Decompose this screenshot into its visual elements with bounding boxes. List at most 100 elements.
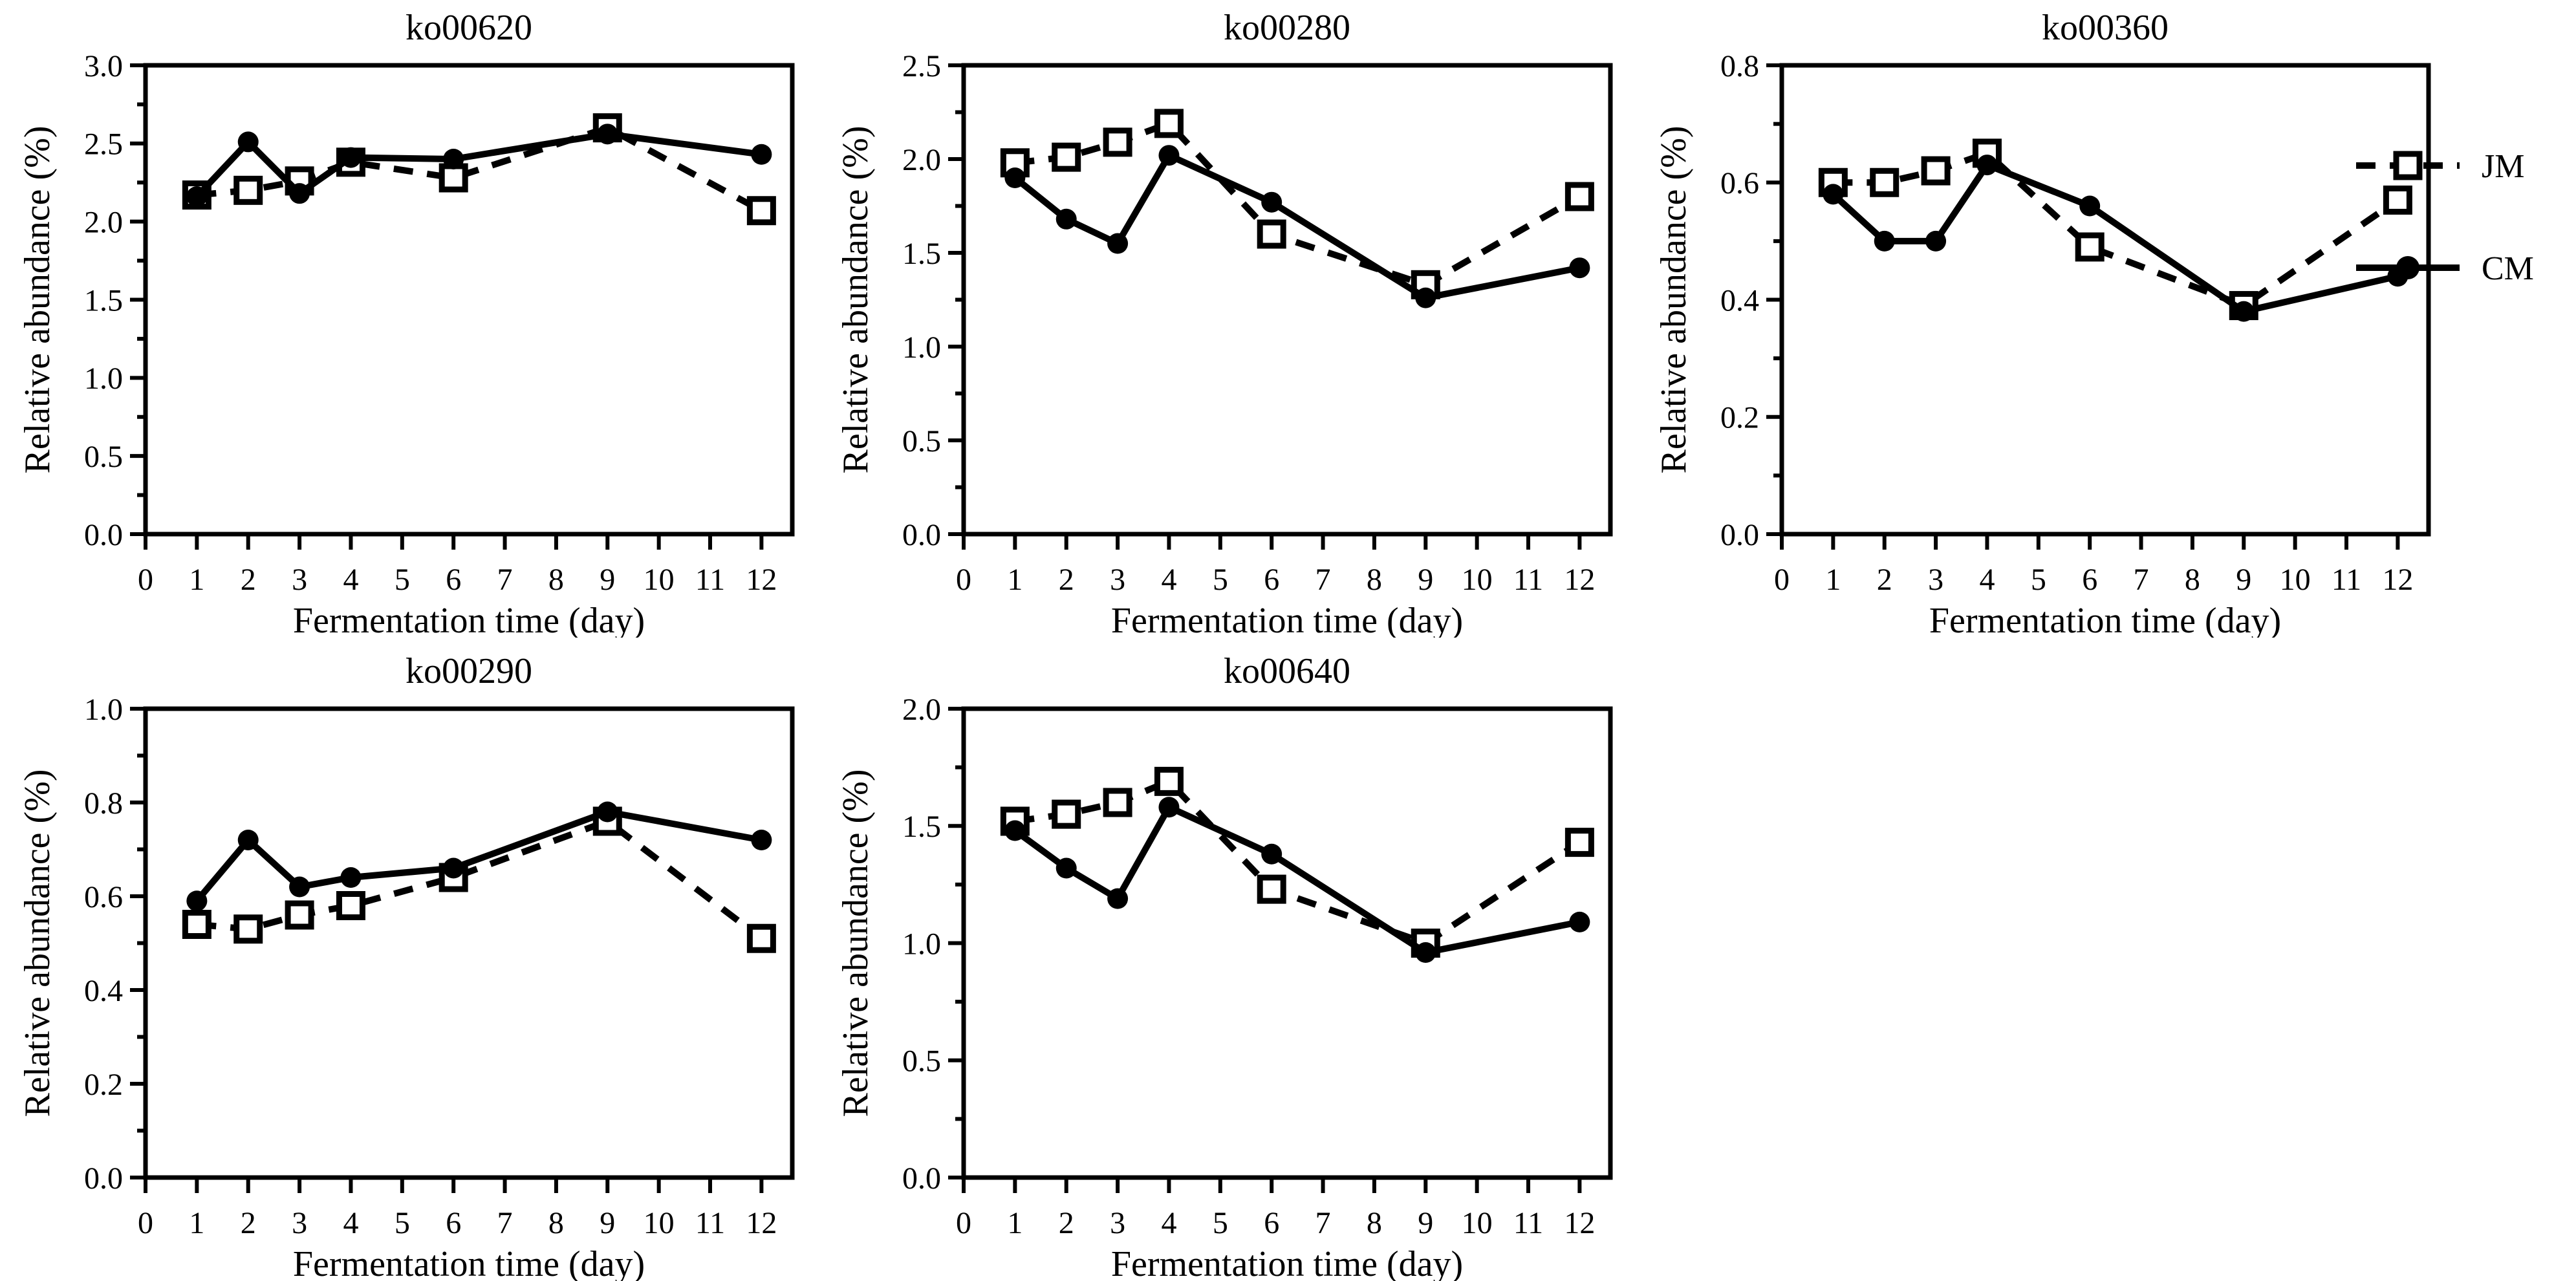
x-tick-label: 10 (644, 1206, 675, 1240)
y-axis-tick-labels: 0.0 0.5 1.0 1.5 2.0 2.5 (902, 49, 941, 552)
x-tick-label: 8 (2185, 563, 2200, 597)
y-axis-ticks (948, 63, 964, 536)
x-tick-label: 2 (1877, 563, 1892, 597)
x-tick-label: 11 (1513, 563, 1543, 597)
x-tick-label: 7 (1315, 1206, 1331, 1240)
y-tick-label: 0.4 (84, 974, 123, 1008)
x-tick-label: 1 (1825, 563, 1841, 597)
panel-title: ko00360 (2042, 8, 2169, 48)
x-tick-label: 11 (695, 563, 725, 597)
y-tick-label: 0.0 (84, 1161, 123, 1196)
series-CM-markers (1004, 145, 1590, 308)
marker-open-square (233, 175, 263, 205)
x-axis-tick-labels: 0 1 2 3 4 5 6 7 8 9 10 11 12 (1774, 563, 2413, 597)
marker-filled-circle (1823, 184, 1844, 205)
x-tick-label: 0 (138, 563, 153, 597)
x-axis-ticks (144, 1178, 764, 1193)
x-tick-label: 1 (189, 1206, 204, 1240)
x-axis-label: Fermentation time (day) (293, 601, 645, 638)
x-tick-label: 10 (2280, 563, 2311, 597)
marker-filled-circle (1874, 230, 1895, 252)
marker-filled-circle (2079, 195, 2101, 217)
plot-box (1779, 63, 2431, 537)
marker-filled-circle (289, 876, 310, 898)
marker-open-square (1921, 156, 1951, 186)
marker-filled-circle (1158, 797, 1180, 818)
x-tick-label: 6 (446, 563, 461, 597)
chart-panel-1: ko00620 0.0 0.5 1.0 1.5 2.0 2.5 3.0 0 1 2 3 4 5 6 7 8 9 10… (17, 4, 828, 641)
y-axis-label: Relative abundance (%) (19, 770, 58, 1117)
x-tick-label: 10 (1462, 563, 1493, 597)
x-tick-label: 0 (956, 1206, 971, 1240)
marker-filled-circle (1055, 208, 1077, 230)
y-tick-label: 1.0 (84, 361, 123, 396)
panel-title: ko00280 (1224, 8, 1350, 48)
marker-filled-circle (1004, 820, 1026, 841)
x-tick-label: 4 (1161, 1206, 1176, 1240)
series-JM-markers (1000, 766, 1594, 958)
y-tick-label: 0.8 (1720, 49, 1759, 83)
x-tick-label: 12 (1564, 1206, 1595, 1240)
marker-filled-circle (1158, 145, 1180, 166)
marker-open-square (1052, 142, 1081, 172)
y-axis-tick-labels: 0.0 0.2 0.4 0.6 0.8 1.0 (84, 693, 123, 1196)
y-tick-label: 2.0 (902, 693, 941, 727)
x-tick-label: 3 (1110, 1206, 1125, 1240)
legend-label-JM: JM (2482, 148, 2524, 185)
legend-filled-circle-icon (2396, 256, 2419, 279)
x-tick-label: 8 (1367, 563, 1382, 597)
marker-open-square (438, 163, 468, 193)
x-tick-label: 3 (292, 563, 307, 597)
marker-open-square (1103, 788, 1132, 817)
y-axis-ticks (1766, 63, 1782, 536)
y-tick-label: 2.5 (902, 49, 941, 83)
x-axis-tick-labels: 0 1 2 3 4 5 6 7 8 9 10 11 12 (956, 563, 1595, 597)
figure-legend: JM CM (2344, 110, 2576, 323)
marker-open-square (1154, 766, 1184, 796)
plot-box (961, 63, 1613, 537)
marker-filled-circle (751, 144, 772, 165)
marker-filled-circle (289, 183, 310, 204)
y-axis-tick-labels: 0.0 0.2 0.4 0.6 0.8 (1720, 49, 1759, 552)
x-tick-label: 0 (138, 1206, 153, 1240)
x-tick-label: 1 (1007, 1206, 1023, 1240)
chart-panel-2: ko00280 0.0 0.5 1.0 1.5 2.0 2.5 0 1 2 3 4 5 6 7 8 9 10 11 1… (836, 4, 1646, 641)
marker-open-square (2383, 185, 2412, 215)
x-axis-label: Fermentation time (day) (293, 1244, 645, 1281)
marker-open-square (336, 891, 365, 920)
x-tick-label: 4 (1161, 563, 1176, 597)
marker-filled-circle (2233, 301, 2255, 322)
marker-open-square (233, 914, 263, 944)
marker-open-square (1103, 127, 1132, 157)
x-tick-label: 4 (343, 1206, 358, 1240)
series-CM-markers (186, 124, 772, 207)
x-tick-label: 2 (241, 563, 256, 597)
y-axis-label: Relative abundance (%) (838, 770, 876, 1117)
x-tick-label: 5 (2031, 563, 2046, 597)
y-tick-label: 1.5 (84, 283, 123, 318)
x-tick-label: 8 (548, 1206, 564, 1240)
y-tick-label: 0.8 (84, 786, 123, 821)
marker-open-square (1257, 219, 1286, 249)
marker-filled-circle (1261, 191, 1283, 213)
y-axis-label: Relative abundance (%) (838, 126, 876, 474)
y-axis-tick-labels: 0.0 0.5 1.0 1.5 2.0 2.5 3.0 (84, 49, 123, 552)
y-axis-label: Relative abundance (%) (1656, 126, 1694, 474)
x-tick-label: 2 (241, 1206, 256, 1240)
marker-filled-circle (186, 890, 208, 912)
y-tick-label: 1.0 (902, 927, 941, 961)
chart-panel-4: ko00290 0.0 0.2 0.4 0.6 0.8 1.0 0 1 2 3 4 5 6 7 8 9 10 11 1… (17, 647, 828, 1281)
x-tick-label: 4 (1979, 563, 1995, 597)
x-tick-label: 9 (1418, 563, 1433, 597)
panel-title: ko00620 (406, 8, 532, 48)
marker-open-square (182, 910, 211, 939)
marker-filled-circle (597, 124, 618, 145)
marker-filled-circle (1415, 287, 1436, 308)
y-tick-label: 1.0 (902, 330, 941, 365)
x-tick-label: 10 (1462, 1206, 1493, 1240)
x-axis-label: Fermentation time (day) (1111, 1244, 1463, 1281)
y-tick-label: 0.0 (902, 1161, 941, 1196)
